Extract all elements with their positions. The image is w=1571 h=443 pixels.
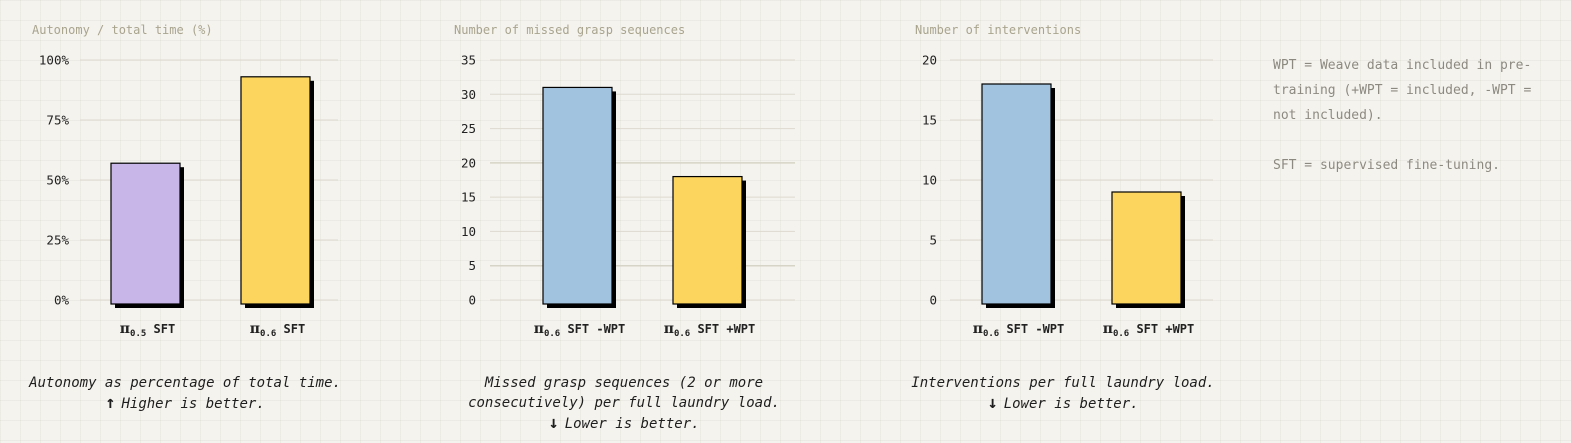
- chart-missed-grasp: Number of missed grasp sequences 0 5 10 15 20…: [454, 23, 795, 339]
- x-category-label: π0.6 SFT: [250, 321, 305, 339]
- x-category-label: π0.6 SFT -WPT: [534, 321, 626, 339]
- bar: [542, 86, 613, 305]
- down-arrow-icon: ↓: [987, 393, 998, 413]
- x-category-label: π0.6 SFT -WPT: [973, 321, 1065, 339]
- caption-interventions-line-1: Interventions per full laundry load.: [911, 375, 1215, 391]
- up-arrow-icon: ↑: [105, 393, 116, 413]
- caption-interventions: Interventions per full laundry load. ↓ Lo…: [898, 373, 1228, 414]
- y-tick-label: 100%: [39, 53, 70, 68]
- note-sft: SFT = supervised fine-tuning.: [1273, 158, 1500, 173]
- y-tick-label: 10: [922, 173, 937, 188]
- y-tick-label: 30: [461, 87, 476, 102]
- y-tick-label: 20: [461, 155, 476, 170]
- caption-interventions-line-2: Lower is better.: [1003, 396, 1139, 412]
- caption-missed-grasp-line-1: Missed grasp sequences (2 or more: [484, 375, 764, 391]
- caption-autonomy-line-2: Higher is better.: [121, 396, 265, 412]
- y-tick-label: 5: [468, 258, 476, 273]
- chart-autonomy: Autonomy / total time (%) 0% 25% 50% 75% 100%…: [32, 23, 338, 339]
- bar: [672, 175, 743, 305]
- y-tick-label: 50%: [46, 173, 69, 188]
- x-category-label: π0.6 SFT +WPT: [1103, 321, 1195, 339]
- y-tick-label: 25: [461, 121, 476, 136]
- y-tick-label: 0: [468, 293, 476, 308]
- y-tick-label: 15: [922, 113, 937, 128]
- y-tick-label: 75%: [46, 113, 69, 128]
- y-tick-label: 5: [929, 233, 937, 248]
- bar: [110, 162, 181, 305]
- caption-missed-grasp-line-3: Lower is better.: [564, 416, 700, 432]
- x-category-label: π0.5 SFT: [120, 321, 175, 339]
- y-tick-label: 25%: [46, 233, 69, 248]
- y-tick-label: 15: [461, 190, 476, 205]
- y-tick-label: 0%: [54, 293, 70, 308]
- y-tick-label: 20: [922, 53, 937, 68]
- y-tick-label: 10: [461, 224, 476, 239]
- y-tick-label: 35: [461, 53, 476, 68]
- down-arrow-icon: ↓: [548, 413, 559, 433]
- bar: [240, 76, 311, 305]
- y-tick-label: 0: [929, 293, 937, 308]
- note-wpt: WPT = Weave data included in pre-trainin…: [1273, 58, 1532, 123]
- legend-notes: WPT = Weave data included in pre-trainin…: [1273, 53, 1548, 203]
- chart-title: Number of missed grasp sequences: [454, 23, 685, 37]
- caption-autonomy: Autonomy as percentage of total time. ↑ H…: [20, 373, 350, 414]
- caption-missed-grasp-line-2: consecutively) per full laundry load.: [468, 395, 780, 411]
- caption-missed-grasp: Missed grasp sequences (2 or more consec…: [449, 373, 799, 434]
- chart-title: Autonomy / total time (%): [32, 23, 213, 37]
- x-category-label: π0.6 SFT +WPT: [664, 321, 756, 339]
- chart-title: Number of interventions: [915, 23, 1081, 37]
- chart-interventions: Number of interventions 0 5 10 15 20 π0.6 SFT …: [915, 23, 1213, 339]
- bar: [981, 83, 1052, 305]
- caption-autonomy-line-1: Autonomy as percentage of total time.: [29, 375, 341, 391]
- bar: [1111, 191, 1182, 305]
